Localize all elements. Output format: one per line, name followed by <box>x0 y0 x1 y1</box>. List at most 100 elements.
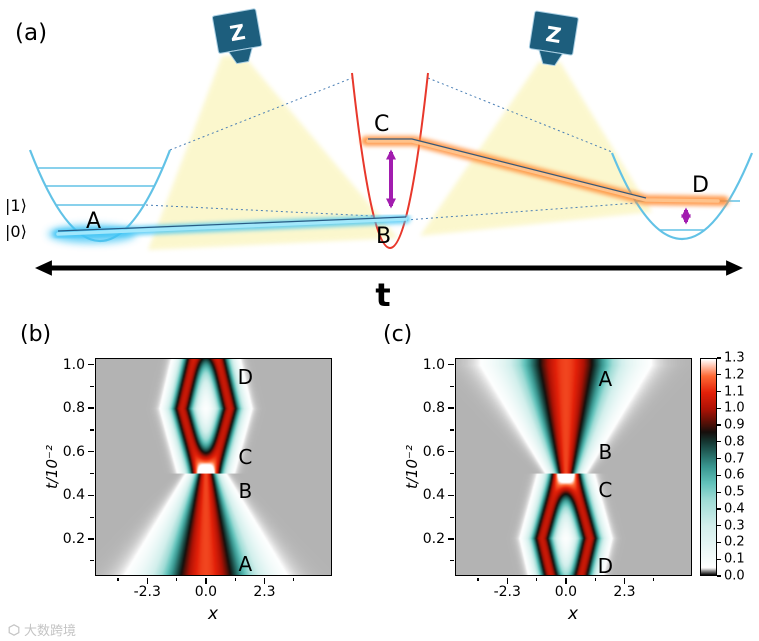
density-label-b-b: B <box>238 478 253 503</box>
y-minor-tick <box>90 385 94 387</box>
colorbar-tick <box>717 508 721 510</box>
x-minor-tick <box>175 577 178 581</box>
colorbar-canvas <box>701 359 716 575</box>
colorbar-tick-label: 0.3 <box>724 518 745 534</box>
trajectory-line-A-to-B <box>57 216 407 232</box>
x-tick <box>506 577 508 584</box>
y-minor-tick <box>450 429 454 431</box>
colorbar-tick-label: 0.7 <box>724 451 745 467</box>
colorbar-tick-label: 1.0 <box>724 400 745 416</box>
heatmap-plot-c <box>455 358 692 576</box>
colorbar-tick <box>717 374 721 376</box>
colorbar-tick-label: 0.4 <box>724 501 745 517</box>
y-minor-tick <box>90 429 94 431</box>
y-axis-label-b: t/10⁻² <box>43 445 61 489</box>
state-label-1: |1⟩ <box>5 196 27 215</box>
density-label-d-b: D <box>237 364 254 389</box>
y-tick-label: 0.8 <box>422 400 445 417</box>
laser-beam-right <box>420 62 652 236</box>
x-minor-tick <box>234 577 236 581</box>
y-tick <box>447 538 454 540</box>
y-minor-tick <box>450 385 454 387</box>
panel-label-b: (b) <box>20 322 52 347</box>
x-minor-tick <box>653 577 655 581</box>
dotted-connector-right-rim <box>427 77 613 153</box>
y-tick-label: 0.6 <box>422 443 445 460</box>
x-minor-tick <box>293 577 295 581</box>
y-minor-tick <box>450 560 454 562</box>
x-tick-label: -2.3 <box>133 584 161 600</box>
laser-beam-left <box>148 56 398 250</box>
colorbar-tick <box>717 474 721 476</box>
trajectory-blue-core <box>56 217 408 236</box>
x-minor-tick <box>477 577 479 581</box>
x-axis-label-c: x <box>567 604 579 624</box>
x-minor-tick <box>117 577 119 581</box>
y-tick <box>87 407 94 409</box>
y-tick <box>87 363 94 366</box>
x-minor-tick <box>535 577 538 581</box>
laser-label-left: Z <box>228 20 247 46</box>
colorbar-tick-label: 0.1 <box>724 551 745 567</box>
heatmap-canvas-b <box>96 359 331 575</box>
y-tick-label: 0.6 <box>62 443 85 460</box>
x-tick <box>263 577 266 584</box>
y-minor-tick <box>90 472 94 475</box>
colorbar-tick <box>717 407 721 409</box>
watermark-logo-icon <box>8 623 20 636</box>
colorbar-tick <box>717 558 721 560</box>
colorbar-tick <box>717 525 721 527</box>
colorbar <box>700 358 717 576</box>
x-tick <box>623 577 626 584</box>
colorbar-tick-label: 0.9 <box>724 417 745 433</box>
y-tick-label: 0.2 <box>62 530 85 547</box>
y-tick-label: 1.0 <box>62 356 85 373</box>
density-label-a-c: A <box>598 366 613 391</box>
colorbar-tick-label: 0.5 <box>724 484 745 500</box>
dotted-connector-state1-to-B <box>145 204 375 217</box>
heatmap-plot-b <box>95 358 332 576</box>
x-tick-label: 0.0 <box>194 584 217 600</box>
colorbar-tick-label: 0.0 <box>724 568 745 584</box>
laser-z-left: Z <box>211 8 263 65</box>
y-tick <box>447 363 454 366</box>
point-label-C: C <box>374 112 389 137</box>
point-label-D: D <box>692 173 709 198</box>
y-tick <box>87 538 94 540</box>
potential-well-middle <box>351 72 429 249</box>
y-axis-label-c: t/10⁻² <box>403 445 421 489</box>
laser-nozzle <box>538 49 564 67</box>
y-tick <box>447 494 454 497</box>
colorbar-tick-label: 1.2 <box>724 367 745 383</box>
y-tick-label: 0.4 <box>62 487 85 504</box>
x-tick-label: -2.3 <box>493 584 521 600</box>
y-tick-label: 0.4 <box>422 487 445 504</box>
colorbar-tick-label: 1.1 <box>724 384 745 400</box>
colorbar-tick <box>717 424 721 426</box>
colorbar-tick <box>717 357 721 359</box>
time-axis-label: t <box>375 276 390 314</box>
heatmap-canvas-c <box>456 359 691 575</box>
trajectory-orange-core <box>366 139 720 203</box>
colorbar-tick-label: 0.8 <box>724 434 745 450</box>
y-tick <box>447 407 454 409</box>
point-label-B: B <box>376 224 391 249</box>
y-tick <box>447 451 454 453</box>
colorbar-tick <box>717 458 721 460</box>
y-minor-tick <box>90 560 94 562</box>
dotted-connector-B-to-D <box>405 202 637 221</box>
y-minor-tick <box>90 516 94 518</box>
colorbar-tick <box>717 390 721 393</box>
panel-label-c: (c) <box>383 322 413 347</box>
laser-z-right: Z <box>528 10 579 67</box>
colorbar-tick-label: 0.2 <box>724 534 745 550</box>
watermark-text: 大数跨境 <box>24 624 77 639</box>
colorbar-tick <box>717 541 721 544</box>
panel-label-a: (a) <box>15 20 47 46</box>
y-tick <box>87 451 94 453</box>
x-tick <box>565 577 567 584</box>
y-tick-label: 0.8 <box>62 400 85 417</box>
x-tick-label: 0.0 <box>554 584 577 600</box>
trajectory-line-C-to-D <box>368 138 647 199</box>
